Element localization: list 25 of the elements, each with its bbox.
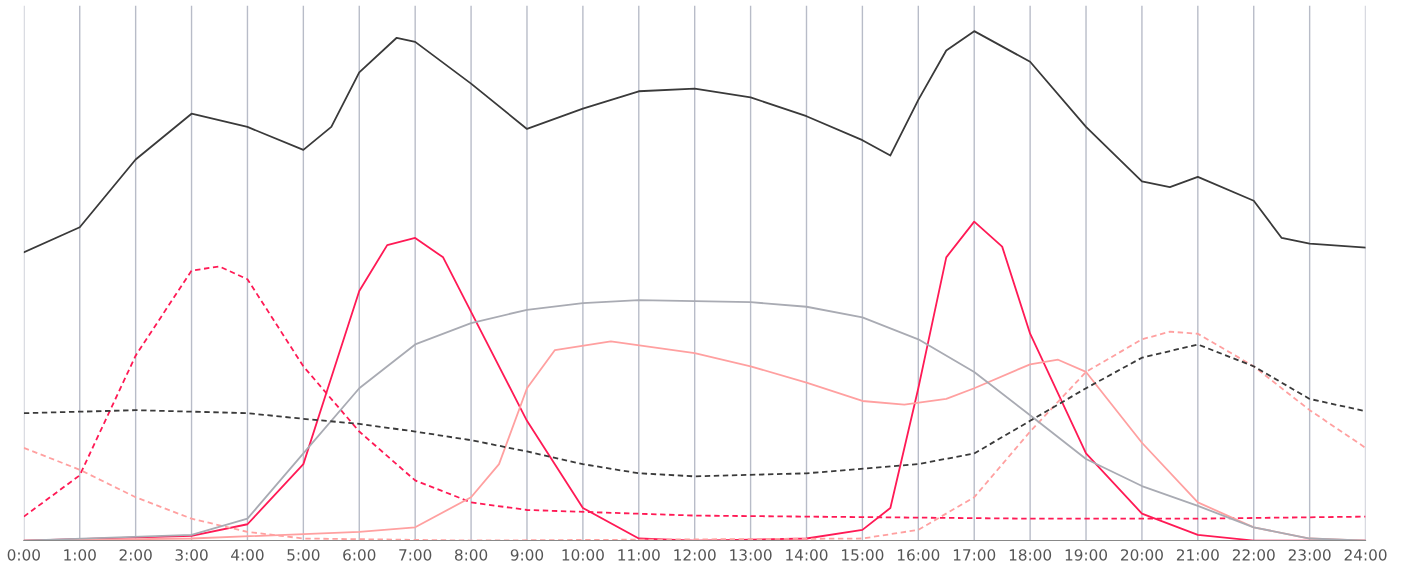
- x-tick-label: 17:00: [953, 549, 996, 561]
- x-tick-label: 13:00: [730, 549, 772, 561]
- x-tick-label: 5:00: [287, 549, 320, 561]
- x-tick-label: 24:00: [1344, 549, 1387, 561]
- x-tick-label: 1:00: [64, 549, 96, 561]
- x-tick-label: 6:00: [343, 549, 376, 561]
- x-tick-label: 23:00: [1288, 549, 1331, 561]
- x-tick-label: 22:00: [1232, 549, 1275, 561]
- x-tick-label: 16:00: [897, 549, 940, 561]
- x-tick-label: 11:00: [618, 549, 660, 561]
- x-tick-label: 14:00: [786, 549, 828, 561]
- x-tick-label: 15:00: [842, 549, 884, 561]
- x-tick-label: 10:00: [562, 549, 604, 561]
- x-tick-label: 4:00: [231, 549, 264, 561]
- x-tick-label: 21:00: [1176, 549, 1219, 561]
- x-tick-label: 18:00: [1009, 549, 1052, 561]
- x-tick-label: 2:00: [119, 549, 152, 561]
- x-tick-label: 3:00: [175, 549, 208, 561]
- x-tick-label: 12:00: [674, 549, 716, 561]
- x-tick-label: 9:00: [510, 549, 544, 561]
- x-tick-label: 7:00: [399, 549, 432, 561]
- x-tick-label: 20:00: [1121, 549, 1163, 561]
- x-tick-label: 19:00: [1065, 549, 1108, 561]
- x-tick-label: 0:00: [7, 549, 40, 561]
- x-tick-label: 8:00: [454, 549, 488, 561]
